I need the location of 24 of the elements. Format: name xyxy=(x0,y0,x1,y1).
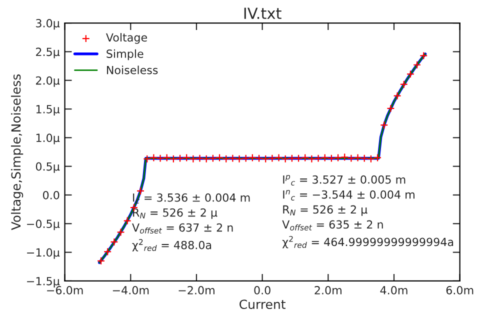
legend-label: Noiseless xyxy=(107,66,158,74)
legend-label: Simple xyxy=(106,49,144,60)
x-tick-label: 2.0m xyxy=(314,286,342,294)
y-tick-label: 2.5µ xyxy=(36,48,60,58)
chart-title: IV.txt xyxy=(244,8,282,19)
y-tick-label: 0.0 xyxy=(43,190,60,200)
y-tick-label: 1.5µ xyxy=(36,105,60,116)
y-tick-label: −0.5µ xyxy=(27,220,60,230)
y-tick-label: 0.5µ xyxy=(36,162,60,173)
x-tick-label: −6.0m xyxy=(47,286,83,294)
x-tick-label: −2.0m xyxy=(178,286,214,294)
x-tick-label: −4.0m xyxy=(112,286,149,294)
x-tick-label: 4.0m xyxy=(380,286,408,294)
text: I$^{p}$$_{c}$ = 3.527 ± 0.005 m I$^{n}$$_{c}$ = −3.544 ± 0.004 m R$_{N}$ = 526 ± 2 µ V$_{offset}$ = 635 ± 2 n χ$^{2}$$_{red}$ = 464.99999999999994a xyxy=(282,174,454,248)
y-tick-label: −1.5µ xyxy=(27,277,60,288)
x-tick-label: 0.0 xyxy=(254,286,270,294)
y-axis-title: Voltage,Simple,Noiseless xyxy=(11,74,24,230)
y-tick-label: 3.0µ xyxy=(36,19,60,30)
y-tick-label: −1.0µ xyxy=(27,248,60,259)
legend-label: Voltage xyxy=(106,33,147,44)
x-axis-title: Current xyxy=(240,300,286,310)
y-tick-label: 2.0µ xyxy=(36,76,60,87)
y-tick-label: 1.0µ xyxy=(36,134,60,144)
x-tick-label: 6.0m xyxy=(446,286,474,294)
